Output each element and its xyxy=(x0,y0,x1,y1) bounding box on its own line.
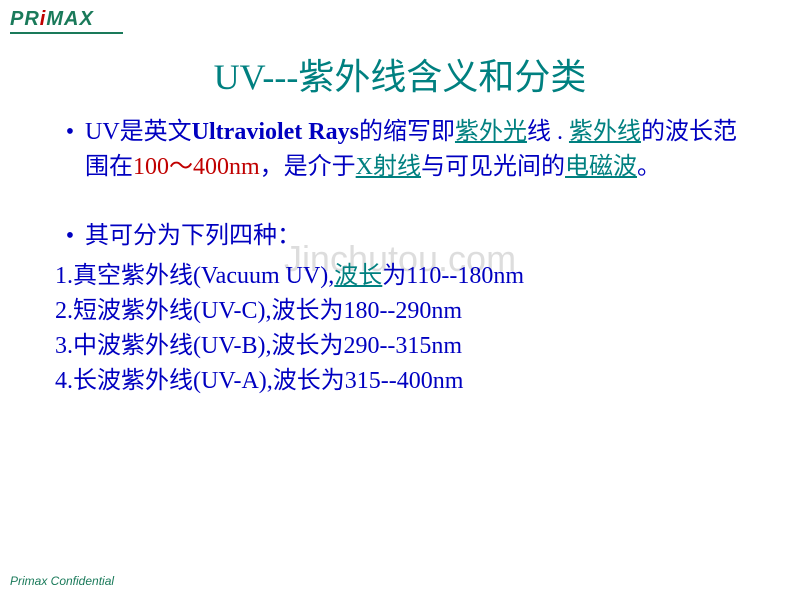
text-bold: Ultraviolet Rays xyxy=(192,119,359,145)
slide-title: UV---紫外线含义和分类 xyxy=(0,48,800,100)
brand-logo-underline xyxy=(10,32,123,34)
link-ultraviolet[interactable]: 紫外线 xyxy=(569,119,641,145)
footer-confidential: Primax Confidential xyxy=(10,574,114,588)
text: 1.真空紫外线(Vacuum UV), xyxy=(55,263,334,289)
text: 4.长波紫外线(UV-A),波长为315--400nm xyxy=(55,368,463,394)
list-item-2: 2.短波紫外线(UV-C),波长为180--290nm xyxy=(55,294,755,329)
text: 。 xyxy=(637,154,661,180)
bullet-marker: • xyxy=(55,115,85,150)
text-red-range: 100～400nm xyxy=(133,154,260,180)
link-wavelength[interactable]: 波长 xyxy=(334,263,382,289)
text: 为110--180nm xyxy=(382,263,524,289)
text: UV是英文 xyxy=(85,119,192,145)
link-ultraviolet-light[interactable]: 紫外光 xyxy=(455,119,527,145)
text: 与可见光间的 xyxy=(421,154,565,180)
text: 3.中波紫外线(UV-B),波长为290--315nm xyxy=(55,333,462,359)
text: 2.短波紫外线(UV-C),波长为180--290nm xyxy=(55,298,462,324)
bullet-marker: • xyxy=(55,219,85,254)
slide-content: • UV是英文Ultraviolet Rays的缩写即紫外光线 . 紫外线的波长… xyxy=(55,115,755,399)
text: 线 . xyxy=(527,119,569,145)
list-item-3: 3.中波紫外线(UV-B),波长为290--315nm xyxy=(55,329,755,364)
bullet-1: • UV是英文Ultraviolet Rays的缩写即紫外光线 . 紫外线的波长… xyxy=(55,115,755,185)
text: ，是介于 xyxy=(260,154,356,180)
text: 的缩写即 xyxy=(359,119,455,145)
link-em-wave[interactable]: 电磁波 xyxy=(565,154,637,180)
bullet-2-text: 其可分为下列四种： xyxy=(85,219,755,254)
bullet-2: • 其可分为下列四种： xyxy=(55,219,755,254)
link-xray[interactable]: X射线 xyxy=(356,154,421,180)
list-item-4: 4.长波紫外线(UV-A),波长为315--400nm xyxy=(55,364,755,399)
list-item-1: 1.真空紫外线(Vacuum UV),波长为110--180nm xyxy=(55,259,755,294)
bullet-1-text: UV是英文Ultraviolet Rays的缩写即紫外光线 . 紫外线的波长范围… xyxy=(85,115,755,185)
brand-logo: PRiMAX xyxy=(10,8,94,31)
spacer xyxy=(55,191,755,219)
